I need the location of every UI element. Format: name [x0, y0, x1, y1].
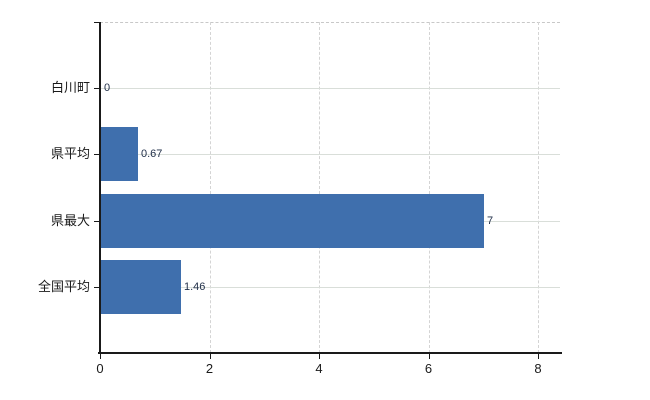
- x-axis-tick-label: 6: [424, 361, 433, 376]
- category-label: 白川町: [50, 80, 90, 95]
- gridline-vertical: [319, 22, 320, 353]
- gridline-horizontal: [100, 88, 560, 89]
- x-axis-tick-label: 2: [205, 361, 214, 376]
- bar-県最大: [101, 194, 484, 248]
- x-axis-tick: [428, 353, 430, 359]
- x-axis-tick-label: 8: [534, 361, 542, 376]
- x-axis-line: [98, 352, 562, 354]
- category-label: 全国平均: [37, 279, 90, 294]
- bar-value-label: 0.67: [141, 148, 163, 160]
- y-axis-top-tick: [94, 22, 100, 23]
- y-axis-tick: [94, 154, 100, 155]
- x-axis-tick: [100, 353, 101, 359]
- bar-全国平均: [101, 260, 181, 314]
- x-axis-tick: [209, 353, 211, 359]
- gridline-horizontal: [100, 287, 560, 288]
- bar-value-label: 0: [104, 82, 111, 94]
- category-label: 県最大: [50, 213, 90, 228]
- y-axis-tick: [94, 88, 100, 89]
- gridline-vertical: [538, 22, 539, 353]
- bar-value-label: 1.46: [184, 281, 206, 293]
- gridline-horizontal: [100, 154, 560, 155]
- y-axis-tick: [94, 221, 100, 222]
- x-axis-tick: [319, 353, 320, 359]
- gridline-vertical: [209, 22, 211, 353]
- x-axis-tick-label: 4: [315, 361, 323, 376]
- gridline-vertical: [428, 22, 430, 353]
- y-axis-line: [99, 22, 101, 353]
- category-label: 県平均: [50, 146, 90, 161]
- x-axis-tick: [538, 353, 539, 359]
- y-axis-tick: [94, 287, 100, 288]
- plot-top-border: [100, 22, 560, 23]
- x-axis-tick-label: 0: [96, 361, 104, 376]
- bar-県平均: [101, 127, 138, 181]
- bar-value-label: 7: [487, 215, 494, 227]
